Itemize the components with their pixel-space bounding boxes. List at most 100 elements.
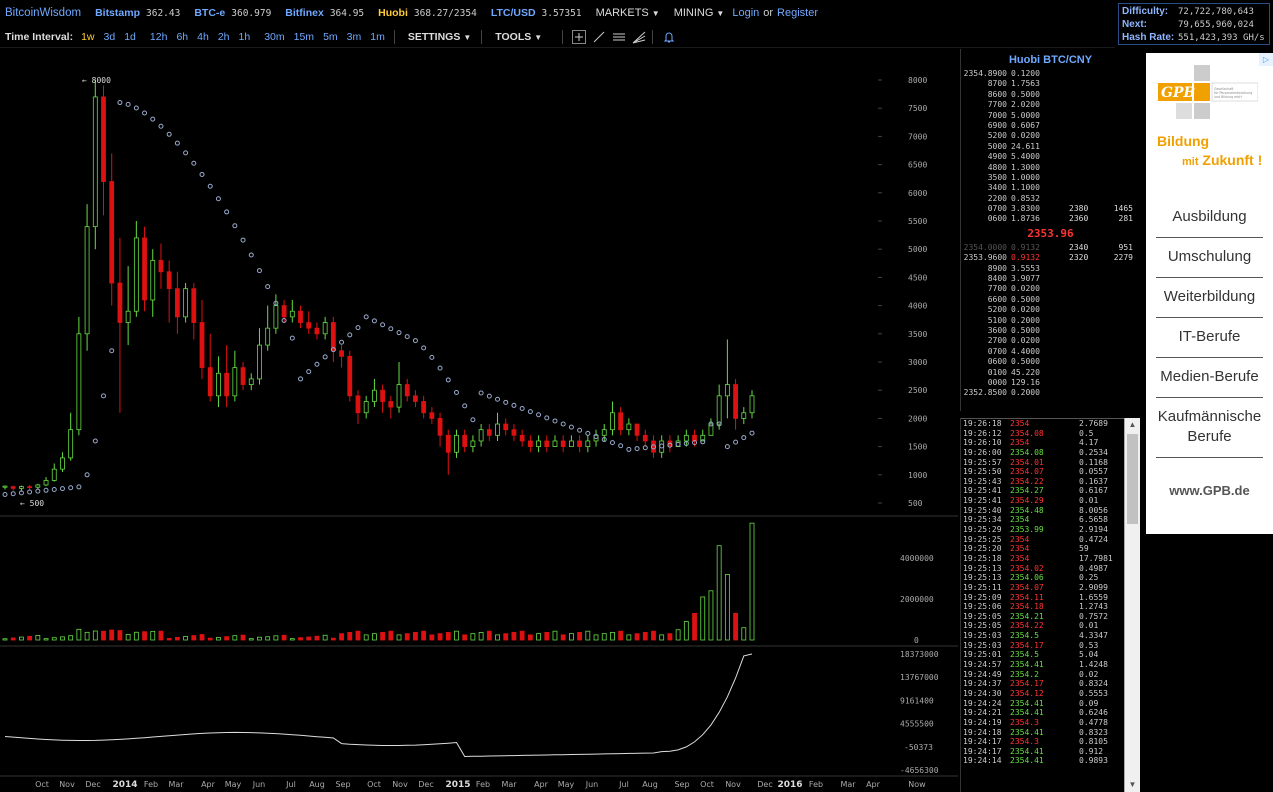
exchange-ltcusd[interactable]: LTC/USD [490, 7, 536, 19]
candle-up [265, 327, 271, 346]
trades-scrollbar[interactable]: ▲ ▼ [1124, 418, 1140, 792]
indicator-axis-label: 18373000 [900, 650, 939, 659]
order-amount: 0.9132 [1011, 242, 1040, 252]
trade-time: 19:25:13 [963, 573, 1002, 583]
sar-dot [462, 403, 468, 409]
sar-dot [429, 354, 435, 360]
exchange-bitstamp[interactable]: Bitstamp [95, 7, 140, 19]
ad-url[interactable]: www.GPB.de [1169, 483, 1250, 498]
order-price: 5100 [987, 315, 1007, 325]
interval-15m[interactable]: 15m [293, 30, 315, 43]
volume-bar-up [289, 638, 295, 641]
candlesticks [2, 80, 755, 492]
ad-tagline-2a: mit [1182, 156, 1199, 168]
sar-dot [183, 150, 189, 156]
sar-dot [708, 421, 714, 427]
interval-12h[interactable]: 12h [149, 30, 168, 43]
interval-1h[interactable]: 1h [238, 30, 251, 43]
login-link[interactable]: Login [732, 7, 760, 19]
sar-dot [667, 442, 673, 448]
ad-item-weiterbildung[interactable]: Weiterbildung [1156, 278, 1263, 318]
candle-down [445, 434, 451, 453]
trade-time: 19:25:18 [963, 553, 1002, 563]
trade-price: 2354.02 [1010, 563, 1044, 573]
brand-link[interactable]: BitcoinWisdom [5, 7, 82, 19]
price-axis-label: 6500 [908, 161, 927, 170]
sar-dot [519, 406, 525, 412]
x-axis-label: Sep [674, 780, 689, 789]
price-axis-label: 3500 [908, 330, 927, 339]
sar-dot [339, 339, 345, 345]
trade-time: 19:25:57 [963, 457, 1002, 467]
ad-item-ausbildung[interactable]: Ausbildung [1156, 198, 1263, 238]
sar-dot [692, 440, 698, 446]
interval-3m[interactable]: 3m [346, 30, 362, 43]
volume-bar-up [371, 633, 377, 641]
candle-up [716, 395, 722, 425]
candle-up [371, 389, 377, 402]
alert-bell-icon[interactable] [662, 30, 676, 44]
exchange-bitfinex[interactable]: Bitfinex [285, 7, 324, 19]
trendline-icon[interactable] [592, 30, 606, 44]
scrollbar-thumb[interactable] [1127, 434, 1138, 524]
sar-dot [125, 101, 131, 107]
interval-6h[interactable]: 6h [176, 30, 189, 43]
candle-up [60, 457, 65, 470]
candle-down [651, 440, 656, 453]
interval-5m[interactable]: 5m [323, 30, 338, 43]
order-price: 7700 [987, 284, 1007, 294]
candle-up [700, 434, 706, 442]
order-amount: 1.8736 [1011, 214, 1040, 224]
sar-dot [133, 105, 139, 111]
trade-time: 19:25:05 [963, 611, 1002, 621]
register-link[interactable]: Register [777, 7, 819, 19]
candle-down [27, 486, 33, 489]
volume-bar-up [708, 590, 714, 641]
ad-item-medien-berufe[interactable]: Medien-Berufe [1156, 358, 1263, 398]
interval-1w[interactable]: 1w [81, 30, 95, 43]
trade-time: 19:24:49 [963, 669, 1002, 679]
mining-menu[interactable]: MINING ▼ [674, 7, 725, 19]
trade-row: 19:25:01 2354.5 5.04 [961, 650, 1140, 660]
interval-3d[interactable]: 3d [103, 30, 116, 43]
advertisement[interactable]: ▷ GPB Gesellschaft für Personalentwicklu… [1146, 53, 1273, 534]
x-axis-label: Dec [757, 780, 772, 789]
ad-item-kaufmaennische-berufe[interactable]: Kaufmännische Berufe [1156, 398, 1263, 458]
price-bitfinex: 364.95 [329, 7, 365, 19]
exchange-huobi[interactable]: Huobi [378, 7, 408, 19]
candle-up [183, 288, 188, 318]
settings-menu[interactable]: SETTINGS ▼ [408, 31, 471, 43]
ad-item-it-berufe[interactable]: IT-Berufe [1156, 318, 1263, 358]
interval-1m[interactable]: 1m [370, 30, 385, 43]
price-chart[interactable]: 8000750070006500600055005000450040003500… [0, 49, 958, 792]
interval-30m[interactable]: 30m [264, 30, 285, 43]
order-price: 8400 [987, 274, 1007, 284]
volume-bar-down [519, 630, 525, 641]
sar-dot [396, 330, 402, 336]
order-price: 3500 [987, 172, 1007, 182]
trade-time: 19:25:43 [963, 476, 1002, 486]
ad-info-icon[interactable]: ▷ [1259, 53, 1273, 66]
volume-bar-up [552, 630, 558, 641]
interval-1d[interactable]: 1d [124, 30, 136, 43]
scroll-up-icon[interactable]: ▲ [1128, 420, 1137, 429]
sar-dot [43, 487, 49, 493]
trade-amount: 0.2534 [1079, 447, 1108, 457]
fan-icon[interactable] [632, 30, 646, 44]
scroll-down-icon[interactable]: ▼ [1128, 780, 1137, 789]
crosshair-icon[interactable] [572, 29, 587, 44]
sar-dot [18, 490, 24, 496]
markets-menu[interactable]: MARKETS ▼ [596, 7, 660, 19]
exchange-btce[interactable]: BTC-e [194, 7, 226, 19]
interval-4h[interactable]: 4h [197, 30, 209, 43]
candle-down [191, 288, 197, 323]
price-axis-label: 6000 [908, 189, 927, 198]
volume-bar-up [626, 634, 632, 641]
interval-2h[interactable]: 2h [217, 30, 230, 43]
trade-time: 19:24:37 [963, 679, 1002, 689]
x-axis-label: Jun [585, 780, 599, 789]
ad-item-umschulung[interactable]: Umschulung [1156, 238, 1263, 278]
tools-menu[interactable]: TOOLS ▼ [495, 31, 542, 43]
ask-row: 4800 1.3000 [961, 163, 1140, 173]
horizontal-lines-icon[interactable] [612, 30, 626, 44]
